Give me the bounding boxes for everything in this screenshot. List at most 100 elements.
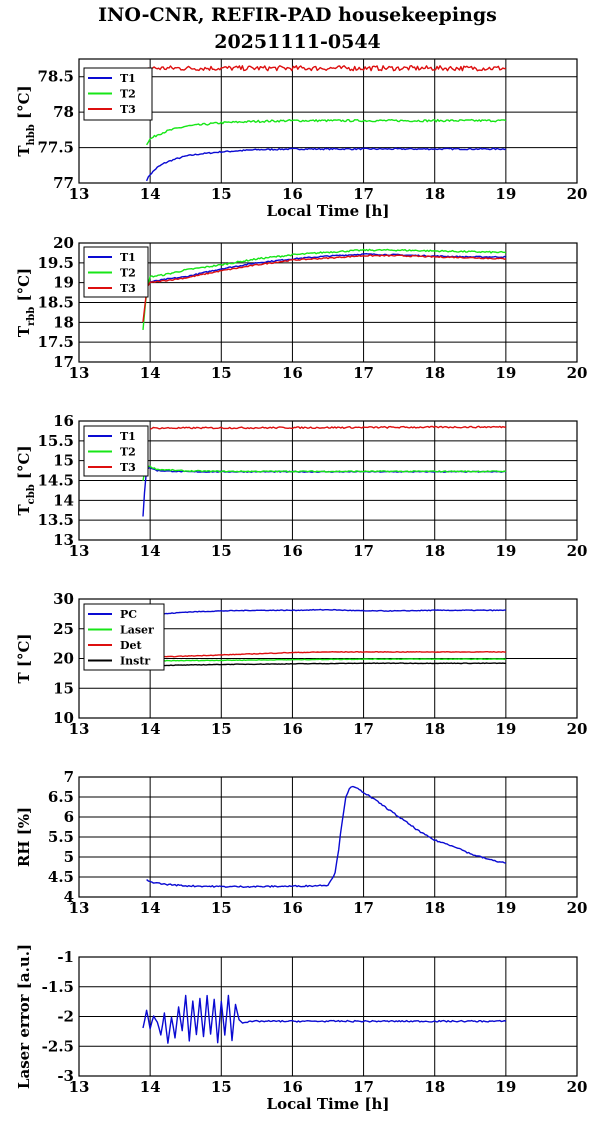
y-tick-label: 15 xyxy=(53,452,74,470)
legend-label: T2 xyxy=(120,88,136,101)
series-line-t3 xyxy=(142,254,507,323)
x-tick-label: 18 xyxy=(424,542,445,560)
y-axis-label: T [°C] xyxy=(15,633,33,683)
chart-legend: T1 T2 T3 xyxy=(83,425,149,477)
y-tick-label: 14.5 xyxy=(37,472,74,490)
y-axis-label-main: T xyxy=(15,145,33,157)
x-tick-label: 15 xyxy=(211,720,232,738)
chart-panel-6: -3 -2.5 -2 -1.5 -1 13 14 15 16 17 18 19 20 Laser erro… xyxy=(15,944,587,1113)
x-tick-label: 14 xyxy=(140,185,161,203)
y-tick-label: 5.5 xyxy=(48,828,74,846)
x-tick-label: 13 xyxy=(69,1078,90,1096)
legend-label: T1 xyxy=(120,72,136,85)
x-tick-label: 19 xyxy=(495,185,516,203)
y-tick-label: 77.5 xyxy=(37,139,74,157)
series-line-t3 xyxy=(146,64,507,72)
plot-frame xyxy=(78,598,578,719)
x-tick-label: 19 xyxy=(495,720,516,738)
y-tick-label: 78 xyxy=(53,103,74,121)
x-tick-label: 19 xyxy=(495,364,516,382)
y-axis-label: Tcbb [°C] xyxy=(15,445,37,515)
plot-frame xyxy=(78,420,578,541)
legend-label: T2 xyxy=(120,446,136,459)
legend-label: PC xyxy=(120,608,137,621)
chart-panel-4: 10 15 20 25 30 13 14 15 16 17 18 19 20 PC Laser Det Inst… xyxy=(15,590,587,738)
y-tick-label: 20 xyxy=(53,650,74,668)
y-tick-label: 16 xyxy=(53,412,74,430)
y-axis-label: Thbb [°C] xyxy=(15,85,37,156)
x-tick-label: 17 xyxy=(353,720,374,738)
x-tick-label: 18 xyxy=(424,899,445,917)
x-tick-label: 18 xyxy=(424,720,445,738)
x-axis-label: Local Time [h] xyxy=(267,1095,390,1113)
series-line-t2 xyxy=(146,118,507,146)
x-tick-label: 16 xyxy=(282,720,303,738)
y-tick-label: 17 xyxy=(53,353,74,371)
figure-title-line1: INO-CNR, REFIR-PAD housekeepings xyxy=(98,4,497,26)
y-tick-label: 14 xyxy=(53,491,74,509)
x-tick-label: 14 xyxy=(140,364,161,382)
x-tick-label: 16 xyxy=(282,899,303,917)
y-tick-label: 4.5 xyxy=(48,868,74,886)
y-tick-label: 18.5 xyxy=(37,294,74,312)
plot-frame xyxy=(78,776,578,898)
x-tick-label: 17 xyxy=(353,364,374,382)
x-tick-label: 15 xyxy=(211,185,232,203)
x-tick-label: 20 xyxy=(567,542,588,560)
series-line-det xyxy=(149,651,506,659)
y-tick-label: 6.5 xyxy=(48,788,74,806)
chart-panel-1: 77 77.5 78 78.5 13 14 15 16 17 18 19 20 T1 T2 T3 Thbb [… xyxy=(15,58,587,220)
x-tick-label: 19 xyxy=(495,542,516,560)
y-tick-label: 19 xyxy=(53,274,74,292)
y-tick-label: 25 xyxy=(53,620,74,638)
y-tick-label: -1.5 xyxy=(42,978,74,996)
x-tick-label: 13 xyxy=(69,185,90,203)
y-tick-label: 15.5 xyxy=(37,432,74,450)
y-tick-label: 78.5 xyxy=(37,68,74,86)
x-tick-label: 18 xyxy=(424,364,445,382)
x-tick-label: 16 xyxy=(282,364,303,382)
x-tick-label: 13 xyxy=(69,720,90,738)
x-tick-label: 16 xyxy=(282,1078,303,1096)
y-tick-label: 6 xyxy=(64,808,74,826)
y-tick-label: 20 xyxy=(53,234,74,252)
legend-label: Det xyxy=(120,639,143,652)
y-tick-label: 10 xyxy=(53,709,74,727)
series-line-t2 xyxy=(142,248,506,330)
x-tick-label: 13 xyxy=(69,364,90,382)
x-tick-label: 14 xyxy=(140,899,161,917)
y-axis-label: Laser error [a.u.] xyxy=(15,944,33,1089)
y-tick-label: -2.5 xyxy=(42,1037,74,1055)
legend-label: T1 xyxy=(120,430,136,443)
y-tick-label: 18 xyxy=(53,313,74,331)
y-tick-label: 17.5 xyxy=(37,333,74,351)
x-tick-label: 20 xyxy=(567,1078,588,1096)
legend-label: Instr xyxy=(120,655,150,668)
plot-frame xyxy=(78,956,578,1077)
series-line-t3 xyxy=(150,425,506,430)
y-tick-label: -3 xyxy=(57,1067,74,1085)
y-axis-label: Trbb [°C] xyxy=(15,268,37,337)
legend-label: T3 xyxy=(120,103,136,116)
plot-frame xyxy=(78,58,578,184)
y-tick-label: 5 xyxy=(64,848,74,866)
y-axis-label: RH [%] xyxy=(15,807,33,867)
series-line-t2 xyxy=(142,465,507,481)
y-tick-label: 30 xyxy=(53,590,74,608)
legend-label: Laser xyxy=(120,624,154,637)
x-tick-label: 15 xyxy=(211,1078,232,1096)
figure-title-line2: 20251111-0544 xyxy=(214,31,381,53)
y-axis-label-main: T xyxy=(15,504,33,516)
x-tick-label: 17 xyxy=(353,1078,374,1096)
x-tick-label: 15 xyxy=(211,364,232,382)
y-axis-label-main: RH [%] xyxy=(15,807,33,867)
x-tick-label: 13 xyxy=(69,542,90,560)
x-tick-label: 18 xyxy=(424,185,445,203)
y-tick-label: -2 xyxy=(57,1008,74,1026)
x-tick-label: 14 xyxy=(140,720,161,738)
y-tick-label: 19.5 xyxy=(37,254,74,272)
